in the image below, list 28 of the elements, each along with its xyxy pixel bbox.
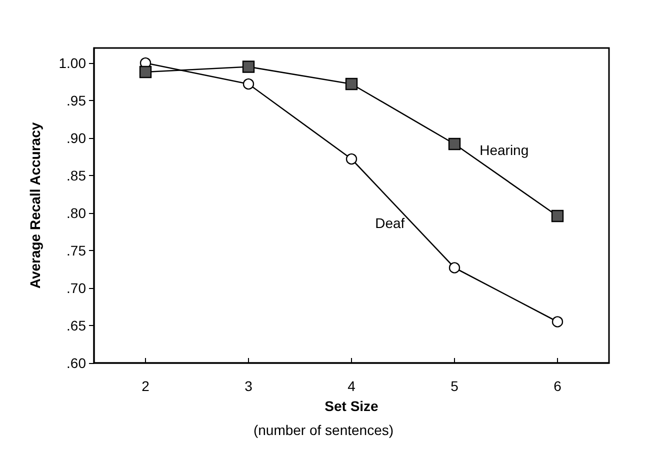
point	[552, 316, 564, 328]
x-tick-label: 6	[554, 378, 562, 394]
point	[242, 78, 254, 90]
y-tick-label: .65	[66, 318, 86, 334]
series-label: Deaf	[375, 214, 405, 231]
y-axis-title: Average Recall Accuracy	[27, 122, 43, 289]
y-tick-label: .95	[66, 92, 86, 108]
y-tick-label: .80	[66, 205, 86, 221]
y-tick-label: .85	[66, 168, 86, 184]
y-tick-label: .70	[66, 280, 86, 296]
point	[551, 210, 564, 222]
point	[139, 66, 152, 78]
y-tick-label: .75	[66, 242, 86, 258]
x-tick-label: 2	[142, 378, 150, 394]
point	[242, 60, 255, 73]
y-tick-label: .90	[66, 130, 86, 146]
y-tick-label: 1.00	[58, 55, 86, 71]
point	[346, 153, 358, 165]
point	[448, 262, 460, 274]
x-tick-label: 4	[348, 378, 356, 394]
point	[345, 78, 358, 90]
x-tick-label: 5	[450, 378, 459, 394]
series-label: Hearing	[480, 142, 529, 158]
y-tick-label: .60	[66, 355, 86, 371]
point	[448, 138, 461, 150]
x-tick-label: 3	[244, 378, 253, 394]
text: (number of sentences)	[253, 422, 394, 438]
x-axis-title: Set Size	[324, 398, 379, 414]
